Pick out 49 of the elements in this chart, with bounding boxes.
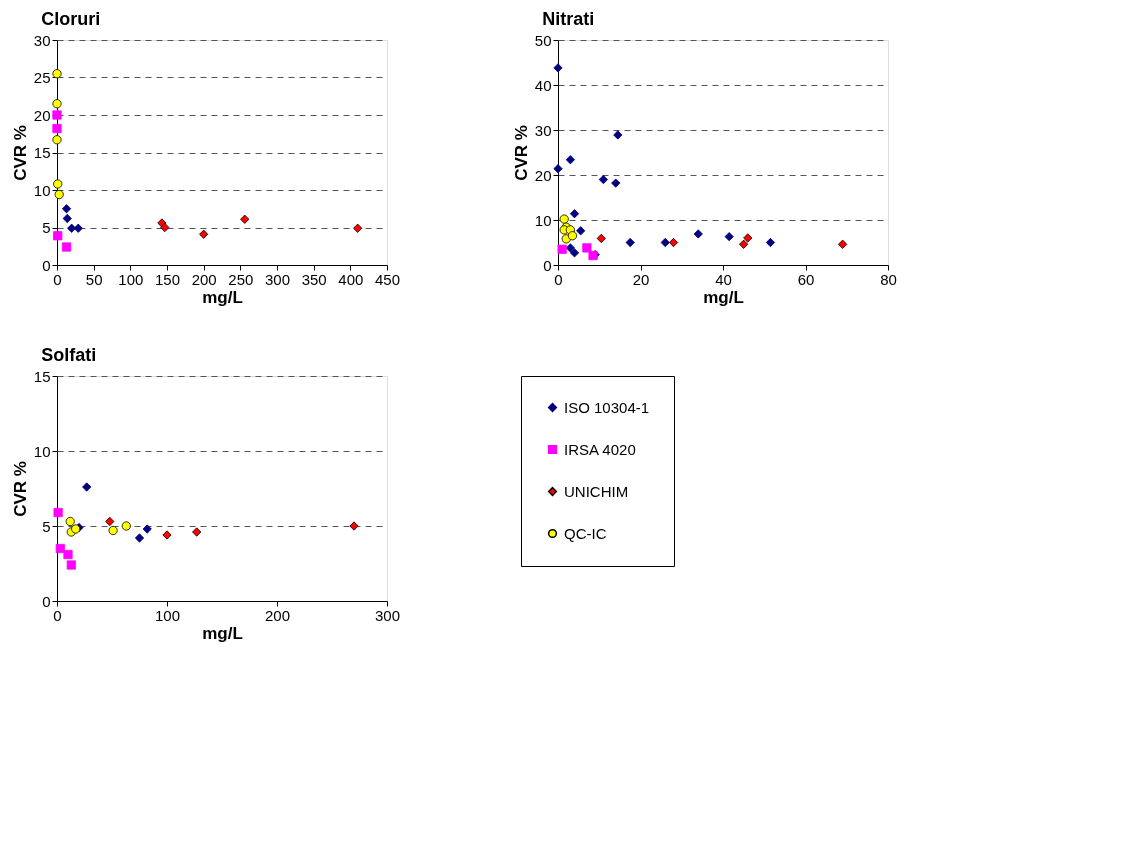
y-tick-label: 5 (42, 219, 51, 236)
y-tick-label: 30 (33, 31, 51, 49)
y-tick-label: 15 (33, 144, 51, 161)
x-tick-label: 60 (797, 270, 815, 288)
chart-title: Solfati (41, 345, 97, 365)
legend-label: QC-IC (564, 524, 607, 542)
x-tick-label: 200 (191, 270, 217, 288)
chart-title: Cloruri (41, 9, 101, 29)
y-tick-label: 15 (33, 367, 51, 385)
y-tick-label: 10 (33, 442, 51, 460)
x-tick-label: 0 (53, 270, 62, 288)
x-tick-label: 300 (374, 606, 401, 624)
y-axis-title: CVR % (10, 125, 30, 181)
legend-label: IRSA 4020 (564, 440, 636, 458)
x-tick-label: 0 (53, 606, 62, 624)
chart-title: Nitrati (542, 9, 595, 29)
y-tick-label: 5 (42, 517, 51, 535)
x-tick-label: 50 (85, 270, 103, 288)
x-tick-label: 80 (880, 270, 897, 288)
x-tick-label: 200 (264, 606, 291, 624)
y-tick-label: 40 (534, 76, 552, 94)
y-tick-label: 0 (543, 256, 552, 274)
y-tick-label: 25 (33, 69, 51, 86)
y-tick-label: 0 (42, 256, 51, 274)
x-axis-title: mg/L (703, 287, 744, 307)
y-tick-label: 0 (42, 592, 51, 610)
x-tick-label: 100 (118, 270, 144, 288)
legend-label: ISO 10304-1 (564, 398, 650, 416)
x-tick-label: 20 (632, 270, 650, 288)
x-tick-label: 0 (554, 270, 563, 288)
legend-label: UNICHIM (564, 482, 629, 500)
x-tick-label: 400 (338, 270, 364, 288)
y-tick-label: 10 (534, 211, 552, 229)
x-axis-title: mg/L (202, 287, 243, 307)
x-tick-label: 40 (715, 270, 732, 288)
y-axis-title: CVR % (10, 461, 30, 517)
y-tick-label: 20 (33, 106, 51, 124)
y-tick-label: 10 (33, 181, 51, 199)
x-tick-label: 350 (301, 270, 327, 288)
y-tick-label: 50 (534, 31, 552, 49)
x-axis-title: mg/L (202, 623, 243, 643)
x-tick-label: 450 (374, 270, 401, 288)
x-tick-label: 150 (154, 270, 181, 288)
y-tick-label: 30 (534, 121, 552, 139)
y-axis-title: CVR % (511, 125, 531, 181)
x-tick-label: 250 (228, 270, 254, 288)
y-tick-label: 20 (534, 166, 552, 184)
x-tick-label: 300 (264, 270, 291, 288)
x-tick-label: 100 (154, 606, 181, 624)
